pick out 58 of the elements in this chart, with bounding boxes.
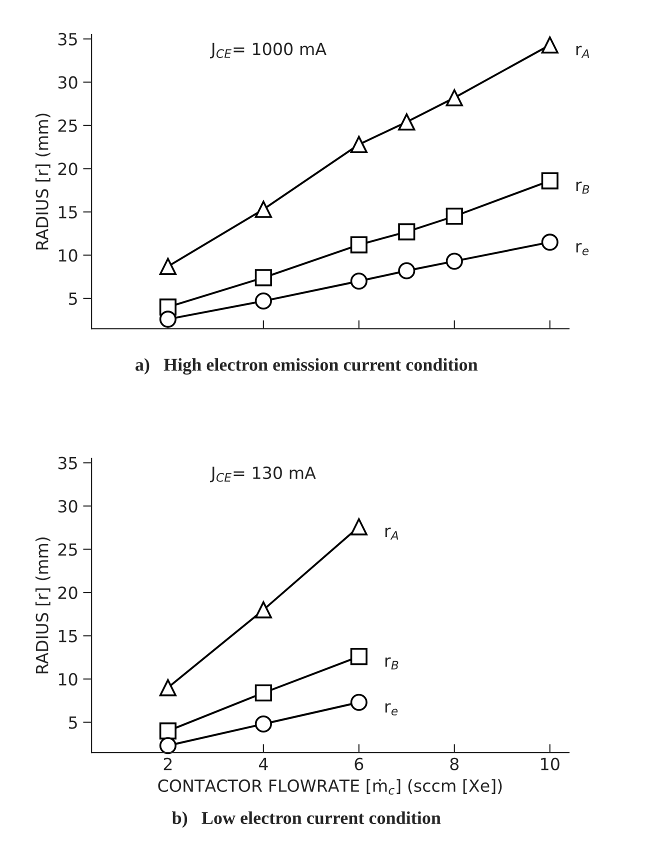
point bbox=[446, 208, 463, 225]
y-tick-label: 10 bbox=[58, 249, 78, 262]
point bbox=[159, 737, 176, 754]
point bbox=[254, 601, 272, 618]
y-tick-label: 20 bbox=[58, 162, 78, 176]
x-axis-title: CONTACTOR FLOWRATE [ṁ$_{c}$] (sccm [Xe]) bbox=[158, 779, 502, 795]
x-tick-label: 2 bbox=[164, 758, 172, 770]
series-label: r$_{A}$ bbox=[385, 528, 398, 540]
y-tick-label: 10 bbox=[58, 672, 78, 686]
point bbox=[350, 648, 368, 666]
x-tick-label: 8 bbox=[450, 758, 459, 770]
series-label: r$_{B}$ bbox=[576, 182, 590, 194]
y-tick-label: 35 bbox=[58, 456, 77, 470]
y-tick-label: 25 bbox=[58, 119, 77, 132]
point bbox=[446, 252, 463, 270]
point bbox=[541, 172, 558, 190]
y-axis-title: RADIUS [r] (mm) bbox=[35, 114, 50, 250]
point bbox=[350, 694, 368, 711]
y-tick-label: 5 bbox=[69, 716, 77, 729]
point bbox=[350, 236, 368, 254]
series-label: r$_{e}$ bbox=[576, 243, 589, 256]
y-tick-label: 30 bbox=[58, 76, 78, 89]
point bbox=[254, 200, 272, 218]
point bbox=[350, 518, 368, 536]
point bbox=[254, 292, 272, 310]
series-label: r$_{B}$ bbox=[385, 657, 398, 670]
text: a) High electron emission current condition bbox=[136, 358, 478, 375]
y-tick-label: 5 bbox=[69, 292, 77, 305]
point bbox=[350, 136, 368, 153]
x-tick-label: 6 bbox=[354, 758, 364, 770]
y-tick-label: 20 bbox=[58, 586, 78, 600]
point bbox=[254, 269, 272, 286]
y-tick-label: 15 bbox=[58, 206, 77, 218]
point bbox=[398, 262, 416, 280]
text: b) Low electron current condition bbox=[172, 811, 441, 828]
point bbox=[254, 715, 272, 733]
x-tick-label: 10 bbox=[541, 758, 560, 770]
point bbox=[159, 679, 176, 696]
point bbox=[398, 223, 416, 240]
annotation: J$_{CE}$= 1000 mA bbox=[210, 42, 326, 58]
y-tick-label: 15 bbox=[58, 630, 77, 642]
y-tick-label: 25 bbox=[58, 543, 77, 556]
y-axis-title: RADIUS [r] (mm) bbox=[35, 538, 50, 674]
x-tick-label: 4 bbox=[258, 758, 268, 770]
y-tick-label: 30 bbox=[58, 500, 78, 513]
y-tick-label: 35 bbox=[58, 32, 77, 46]
point bbox=[446, 89, 463, 106]
point bbox=[159, 258, 176, 275]
series-label: r$_{A}$ bbox=[576, 46, 590, 58]
point bbox=[541, 234, 558, 251]
annotation: J$_{CE}$= 130 mA bbox=[210, 466, 316, 482]
point bbox=[398, 113, 416, 131]
point bbox=[541, 36, 558, 54]
series-label: r$_{e}$ bbox=[385, 703, 398, 716]
point bbox=[159, 310, 176, 328]
point bbox=[350, 272, 368, 290]
point bbox=[254, 684, 272, 702]
point bbox=[159, 722, 176, 740]
